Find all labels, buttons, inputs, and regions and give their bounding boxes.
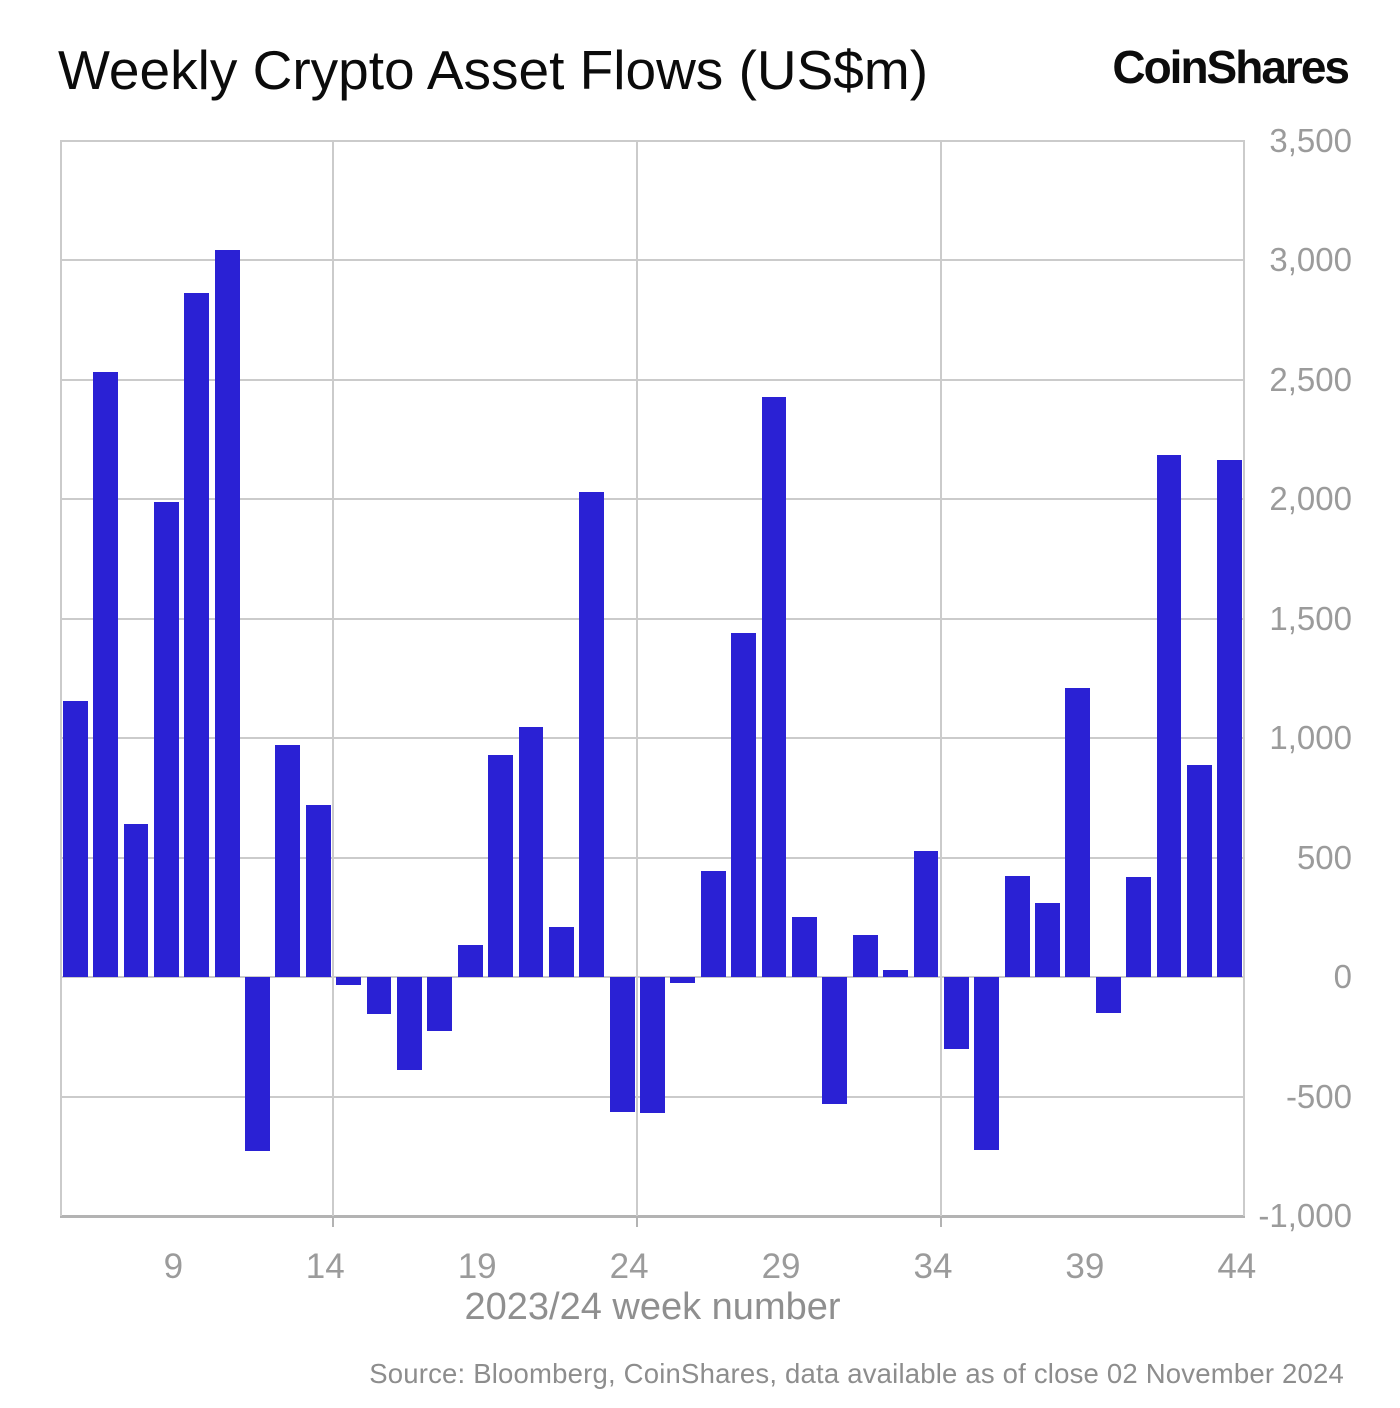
bar-week-28 (731, 633, 757, 978)
bar-week-29 (761, 396, 787, 978)
bar-week-21 (518, 727, 544, 978)
bar-week-38 (1035, 903, 1060, 978)
bar-week-33 (883, 969, 909, 978)
x-tick-label: 19 (457, 1247, 497, 1286)
y-tick-label: -1,000 (1258, 1197, 1352, 1234)
bar-week-31 (822, 977, 848, 1104)
bar-week-6 (62, 701, 88, 978)
bar-week-36 (974, 977, 1000, 1151)
bar-week-25 (640, 977, 665, 1114)
bar-week-19 (457, 944, 483, 978)
y-tick-label: 0 (1333, 958, 1352, 996)
bar-week-13 (275, 745, 301, 978)
x-tick-label: 24 (609, 1247, 649, 1286)
gridline-horizontal (60, 259, 1245, 262)
y-tick-label: 2,000 (1269, 480, 1352, 518)
bar-week-7 (93, 371, 119, 978)
y-tick-label: 1,500 (1269, 599, 1352, 637)
bar-week-27 (700, 870, 726, 978)
bar-week-34 (913, 850, 939, 978)
y-tick-label: -500 (1285, 1077, 1352, 1115)
bar-week-32 (852, 935, 878, 978)
bar-week-44 (1217, 459, 1243, 978)
bar-week-10 (184, 292, 210, 978)
bar-week-8 (123, 824, 149, 978)
bar-week-43 (1186, 764, 1212, 978)
bar-week-12 (245, 977, 270, 1152)
x-tick-label: 34 (913, 1247, 953, 1286)
bar-week-39 (1065, 688, 1091, 978)
gridline-horizontal (60, 378, 1245, 381)
gridline-vertical (332, 141, 335, 1216)
source-note: Source: Bloomberg, CoinShares, data avai… (369, 1358, 1344, 1389)
x-axis-tick (636, 1216, 639, 1227)
bar-week-9 (153, 501, 179, 978)
bar-week-18 (427, 977, 453, 1031)
chart-title: Weekly Crypto Asset Flows (US$m) (58, 39, 929, 101)
gridline-horizontal (60, 617, 1245, 620)
bar-week-23 (579, 492, 605, 978)
gridline-horizontal (60, 737, 1245, 740)
bar-week-37 (1004, 875, 1030, 978)
y-tick-label: 3,000 (1269, 241, 1352, 279)
x-tick-label: 39 (1065, 1247, 1105, 1286)
bar-week-16 (366, 977, 392, 1015)
x-tick-label: 29 (761, 1247, 801, 1286)
x-axis-line (60, 1215, 1245, 1218)
bar-week-20 (488, 754, 514, 978)
bar-week-26 (670, 977, 696, 984)
gridline-horizontal (60, 140, 1245, 142)
y-tick-label: 3,500 (1269, 122, 1352, 159)
bar-week-35 (943, 977, 969, 1049)
x-tick-label: 44 (1217, 1247, 1257, 1286)
bar-week-11 (214, 249, 240, 978)
x-axis-tick (940, 1216, 943, 1227)
y-tick-label: 500 (1296, 838, 1352, 876)
bar-week-17 (396, 977, 422, 1071)
plot-border-vertical (60, 141, 62, 1216)
x-axis-tick (332, 1216, 335, 1227)
x-tick-label: 14 (305, 1247, 345, 1286)
bar-week-14 (305, 805, 331, 978)
bar-week-15 (336, 977, 362, 986)
x-tick-label: 9 (163, 1247, 184, 1286)
bar-week-42 (1156, 455, 1182, 978)
y-tick-label: 2,500 (1269, 360, 1352, 398)
bar-week-41 (1126, 876, 1152, 978)
bar-week-24 (609, 977, 635, 1113)
coinshares-logo: CoinShares (1112, 41, 1350, 93)
gridline-horizontal (60, 856, 1245, 859)
plot-border-vertical (1243, 141, 1245, 1216)
gridline-vertical (940, 141, 943, 1216)
bar-week-40 (1095, 977, 1121, 1013)
gridline-vertical (636, 141, 639, 1216)
bar-week-30 (791, 917, 817, 978)
gridline-horizontal (60, 498, 1245, 501)
x-axis-title: 2023/24 week number (464, 1286, 841, 1328)
bar-week-22 (548, 926, 574, 978)
plot-area (60, 140, 1245, 1227)
y-tick-label: 1,000 (1269, 719, 1352, 757)
